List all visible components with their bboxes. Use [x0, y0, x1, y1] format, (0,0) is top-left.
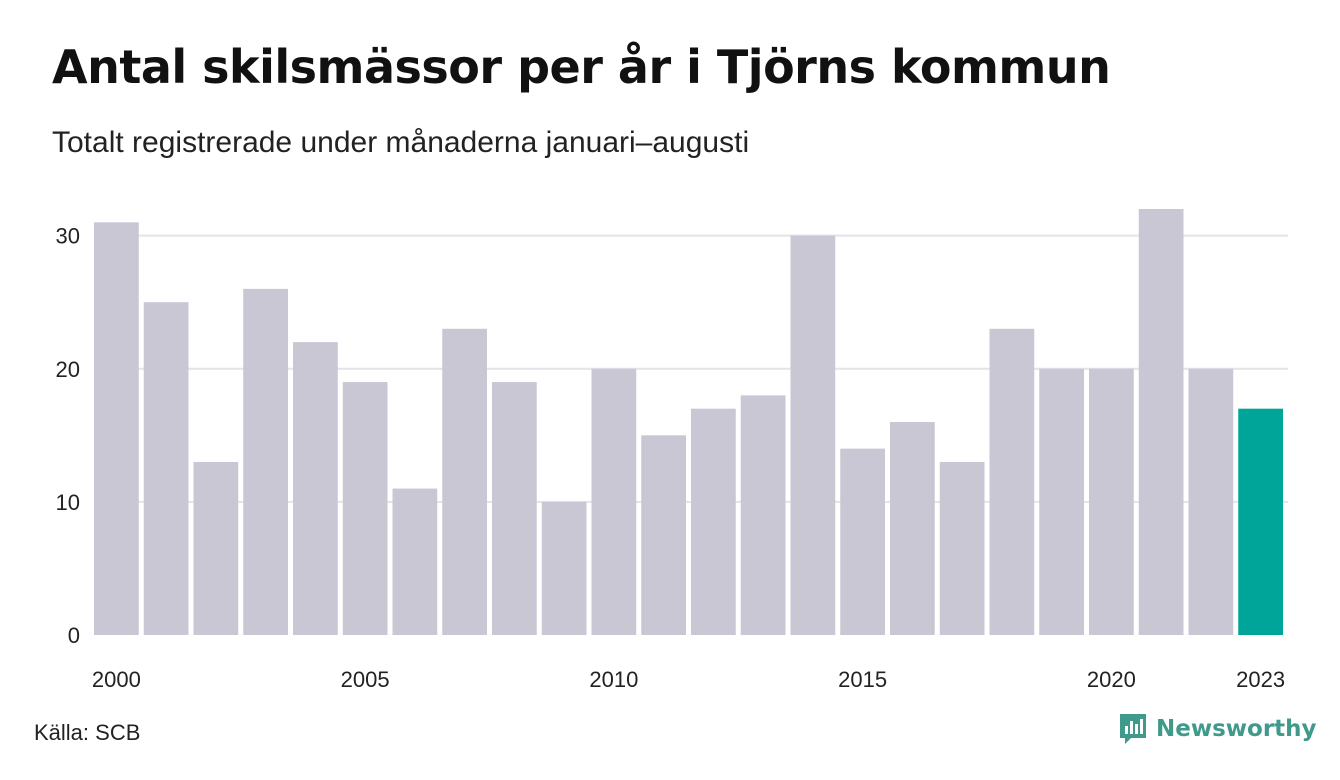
bar-2018 — [989, 328, 1035, 635]
bar-2001 — [143, 302, 189, 635]
bar-2023 — [1238, 408, 1283, 635]
x-tick-label: 2005 — [341, 667, 390, 692]
x-tick-label: 2010 — [589, 667, 638, 692]
bar-2000 — [94, 222, 139, 635]
x-tick-label: 2015 — [838, 667, 887, 692]
bar-2010 — [591, 368, 637, 635]
bar-2021 — [1138, 209, 1184, 635]
x-tick-label: 2000 — [92, 667, 141, 692]
bar-2017 — [939, 461, 985, 635]
bar-2008 — [492, 382, 537, 635]
bar-2012 — [691, 408, 736, 635]
source-note: Källa: SCB — [34, 720, 141, 745]
bar-2013 — [740, 395, 786, 636]
bar-2015 — [840, 448, 885, 636]
bar-2009 — [541, 501, 587, 636]
bar-2005 — [342, 382, 388, 635]
x-tick-label: 2023 — [1236, 667, 1285, 692]
y-tick-label: 30 — [56, 224, 80, 249]
chart-title: Antal skilsmässor per år i Tjörns kommun — [52, 40, 1111, 94]
bar-2002 — [193, 461, 239, 635]
bar-2019 — [1039, 368, 1084, 635]
y-tick-label: 0 — [68, 623, 80, 648]
bar-2016 — [890, 422, 935, 635]
bar-2004 — [293, 342, 338, 636]
bar-2022 — [1188, 368, 1234, 635]
bars — [94, 209, 1283, 636]
brand-name: Newsworthy — [1156, 716, 1317, 742]
bar-2006 — [392, 488, 438, 635]
x-tick-label: 2020 — [1087, 667, 1136, 692]
bar-2020 — [1089, 368, 1134, 635]
y-tick-label: 20 — [56, 357, 80, 382]
bar-2007 — [442, 328, 487, 635]
chart-subtitle: Totalt registrerade under månaderna janu… — [52, 126, 750, 159]
bar-2011 — [641, 435, 686, 635]
brand-logo: Newsworthy — [1118, 712, 1317, 746]
newsworthy-logo-icon — [1120, 714, 1146, 744]
y-tick-label: 10 — [56, 490, 80, 515]
bar-2014 — [790, 235, 836, 636]
bar-2003 — [243, 288, 288, 636]
y-axis-ticks: 0 10 20 30 — [56, 224, 80, 648]
x-axis-ticks: 2000 2005 2010 2015 2020 2023 — [92, 667, 1285, 692]
